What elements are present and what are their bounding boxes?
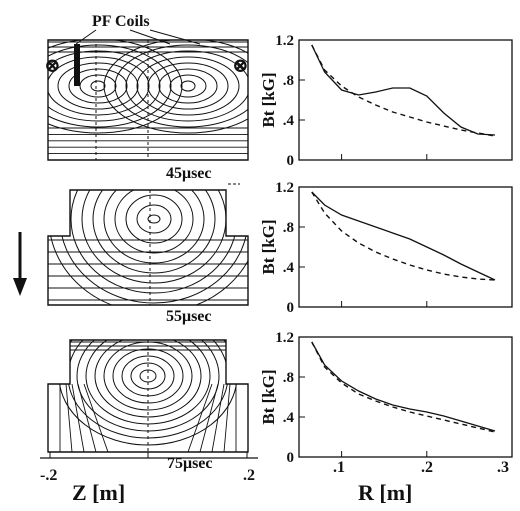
z-tick-label: .2 <box>243 467 255 484</box>
flux-surface <box>125 194 183 244</box>
solid-series-line <box>311 341 496 432</box>
flux-surface <box>92 190 216 274</box>
bt-tick-label: 0 <box>287 300 295 316</box>
flux-line-right <box>211 383 225 452</box>
bt-tick-label: .8 <box>283 73 294 89</box>
dashed-series-line <box>311 341 496 433</box>
flux-line-right <box>199 383 219 452</box>
r-tick-label: .1 <box>333 459 345 476</box>
flux-surface-left <box>57 62 139 110</box>
flux-surface-right <box>125 50 248 122</box>
flux-surface <box>136 204 172 234</box>
flux-surface <box>81 190 227 284</box>
contour-lines <box>48 190 248 305</box>
r-axis-label: R [m] <box>358 480 412 505</box>
flux-line-right <box>223 383 231 452</box>
vessel-outline <box>47 189 249 306</box>
flux-line-left <box>71 383 85 452</box>
flux-surface-right <box>114 44 248 128</box>
bt-profile-plot-55us: 0 .4 .8 1.2 Bt [kG] <box>259 180 513 316</box>
bt-axis-label: Bt [kG] <box>259 219 278 274</box>
bt-axis-label: Bt [kG] <box>259 72 278 127</box>
flux-line-right <box>187 383 213 452</box>
r-tick-label: .3 <box>497 459 509 476</box>
flux-surface-left <box>68 68 128 104</box>
bt-tick-label: 1.2 <box>275 33 294 49</box>
time-label-55us: 55μsec <box>166 308 212 325</box>
z-tick-label: -.2 <box>40 467 57 484</box>
time-label-45us: 45μsec <box>166 165 212 182</box>
flux-surface-left <box>48 40 183 134</box>
bt-tick-label: 0 <box>287 153 295 169</box>
flux-surface-left <box>48 56 150 116</box>
bt-tick-label: .4 <box>283 260 295 276</box>
dashed-series-line <box>311 44 496 137</box>
pf-coils-label: PF Coils <box>92 13 150 30</box>
bt-tick-label: .4 <box>283 113 295 129</box>
z-axis-label: Z [m] <box>72 480 125 505</box>
flux-surface-left <box>79 74 117 98</box>
bt-axis-label: Bt [kG] <box>259 369 278 424</box>
bt-tick-label: 1.2 <box>275 330 294 346</box>
flux-line-left <box>83 383 109 452</box>
flux-surface-right <box>136 56 240 116</box>
bt-tick-label: 1.2 <box>275 180 294 196</box>
flux-surface <box>70 190 238 294</box>
coil-cross-left-icon: ⊗ <box>44 55 61 77</box>
pf-coil-bar <box>74 44 80 86</box>
bt-tick-label: .8 <box>283 220 294 236</box>
bt-profile-plot-45us: 0 .4 .8 1.2 Bt [kG] <box>259 33 513 169</box>
flux-surface-left <box>90 80 106 92</box>
flux-surface-right <box>147 62 229 110</box>
solid-series-line <box>311 44 496 136</box>
solid-series-line <box>311 191 496 281</box>
flux-contour-panel-55us <box>47 189 249 306</box>
flux-line-left <box>77 383 97 452</box>
bt-tick-label: 0 <box>287 450 295 466</box>
vessel-outline <box>47 339 249 453</box>
flux-surface-right <box>158 68 218 104</box>
r-tick-label: .2 <box>421 459 433 476</box>
flux-contour-panel-45us <box>47 39 249 161</box>
flux-surface <box>147 214 161 224</box>
bt-profile-plot-75us: 0 .4 .8 1.2 Bt [kG] <box>259 330 513 466</box>
time-arrow-icon <box>13 278 27 296</box>
flux-contour-panel-75us <box>47 339 249 458</box>
plot-frame <box>298 336 513 458</box>
flux-surface <box>94 340 202 418</box>
flux-surface <box>103 190 205 264</box>
bt-tick-label: .4 <box>283 410 295 426</box>
flux-surface-left <box>48 50 161 122</box>
bt-tick-label: .8 <box>283 370 294 386</box>
flux-line-left <box>65 383 73 452</box>
dashed-series-line <box>311 191 496 281</box>
flux-surface-right <box>103 40 248 134</box>
flux-surface-right <box>169 74 207 98</box>
flux-surface-left <box>48 44 172 128</box>
flux-surface-right <box>180 80 196 92</box>
time-label-75us: 75μsec <box>167 455 213 472</box>
plot-frame <box>298 186 513 308</box>
flux-surface <box>114 190 194 254</box>
plot-frame <box>298 39 513 161</box>
